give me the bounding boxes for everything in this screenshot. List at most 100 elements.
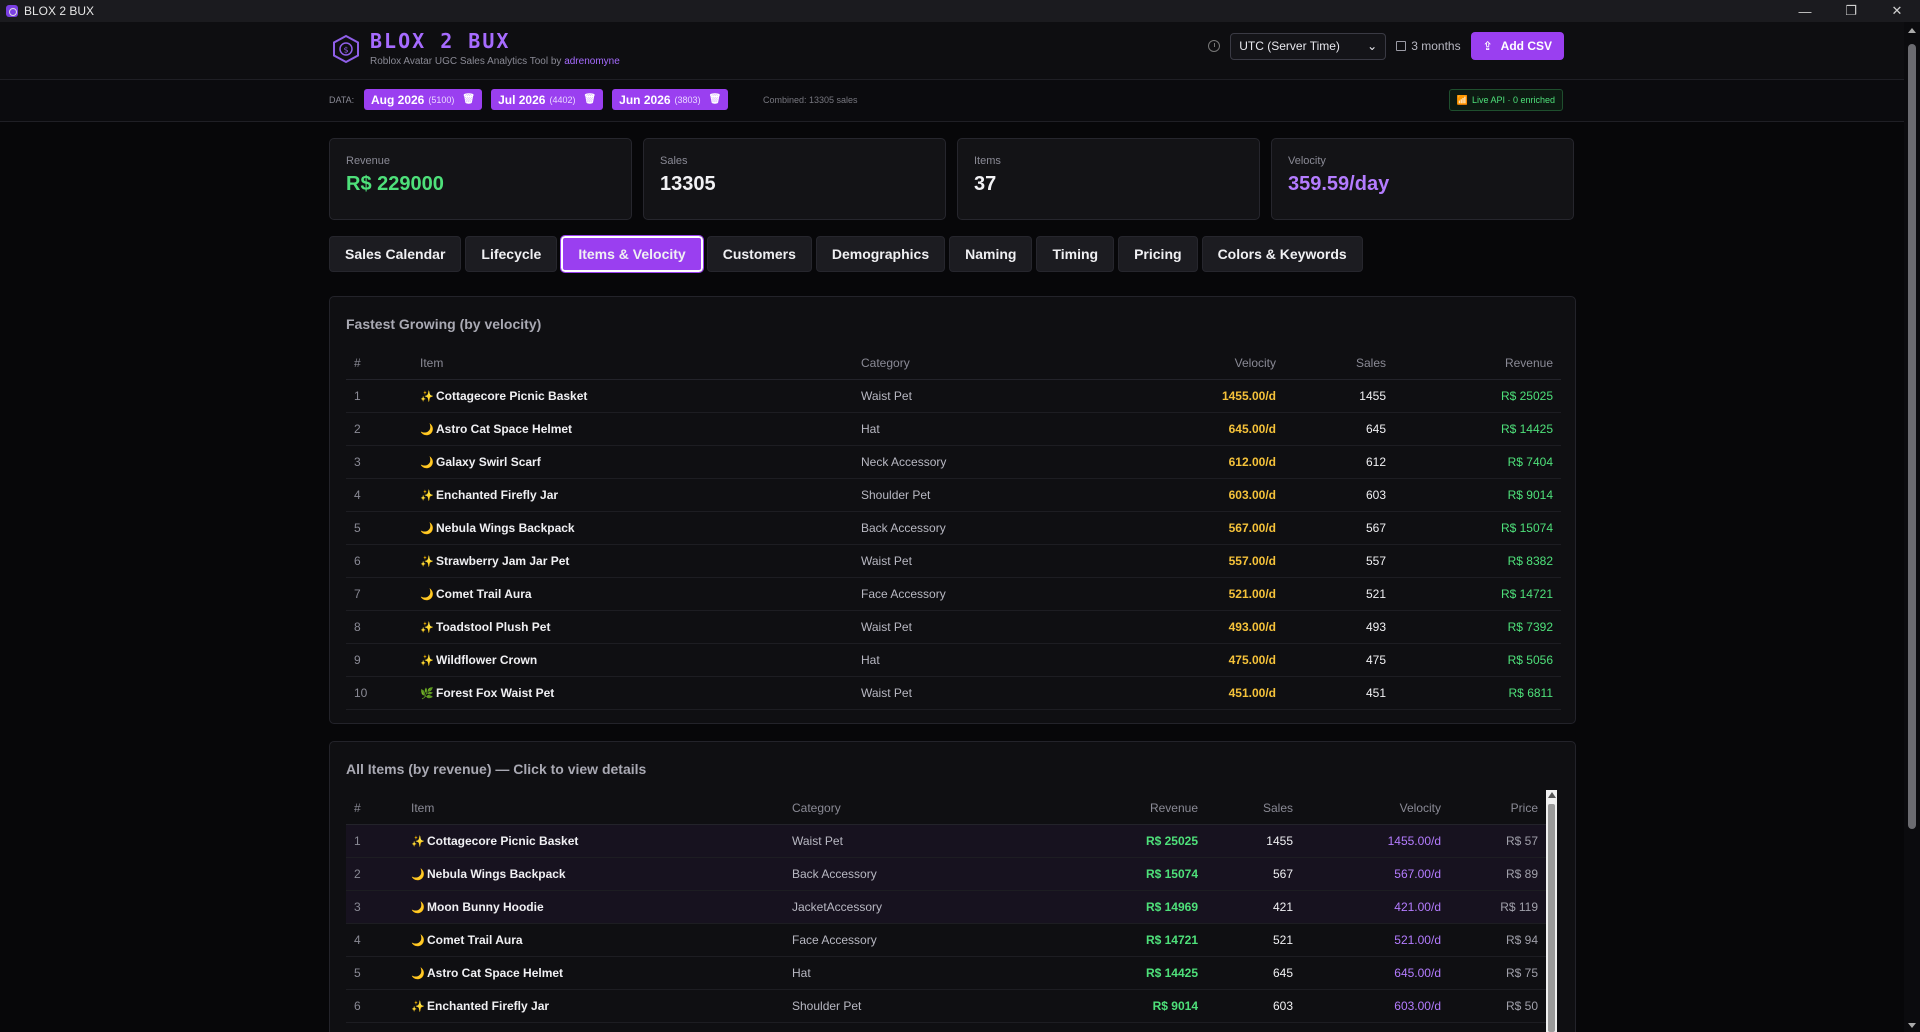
table-row[interactable]: 1 ✨ Cottagecore Picnic Basket Waist Pet R$ 2… <box>346 824 1546 858</box>
trash-icon[interactable]: 🗑 <box>708 94 722 105</box>
item-revenue: R$ 15074 <box>1386 511 1561 545</box>
item-sales: 521 <box>1276 577 1386 611</box>
item-velocity: 645.00/d <box>1091 412 1276 446</box>
tab-naming[interactable]: Naming <box>949 236 1033 272</box>
add-csv-button[interactable]: ⇪ Add CSV <box>1470 32 1564 60</box>
trash-icon[interactable]: 🗑 <box>462 94 476 105</box>
sparkles-icon: ✨ <box>411 1000 425 1013</box>
tab-timing[interactable]: Timing <box>1036 236 1115 272</box>
item-sales: 421 <box>1198 890 1293 924</box>
item-velocity: 557.00/d <box>1091 544 1276 578</box>
tab-customers[interactable]: Customers <box>706 236 812 272</box>
item-sales: 612 <box>1276 445 1386 479</box>
dataset-chips: Aug 2026 (5100) 🗑 Jul 2026 (4402) 🗑 Jun … <box>364 89 729 110</box>
table-scrollbar-thumb[interactable] <box>1548 804 1555 1032</box>
item-velocity: 603.00/d <box>1091 478 1276 512</box>
item-name: Comet Trail Aura <box>436 586 532 601</box>
table-scrollbar[interactable] <box>1546 790 1557 1032</box>
sparkles-icon: ✨ <box>420 390 434 403</box>
crescent-moon-icon: 🌙 <box>411 868 425 881</box>
item-velocity: 451.00/d <box>1091 676 1276 710</box>
sparkles-icon: ✨ <box>411 835 425 848</box>
brand: $ BLOX 2 BUX Roblox Avatar UGC Sales Ana… <box>332 30 620 67</box>
crescent-moon-icon: 🌙 <box>420 522 434 535</box>
data-label: DATA: <box>329 95 355 105</box>
item-sales: 475 <box>1276 643 1386 677</box>
table-row: 5 🌙 Nebula Wings Backpack Back Accessory 567… <box>346 511 1561 545</box>
item-revenue: R$ 9014 <box>1386 478 1561 512</box>
page-scrollbar-thumb[interactable] <box>1908 44 1916 829</box>
chip-label: Aug 2026 <box>371 92 425 107</box>
item-sales: 521 <box>1198 923 1293 957</box>
date-range-label: 3 months <box>1411 39 1461 53</box>
item-name-cell: 🌙 Comet Trail Aura <box>411 923 792 957</box>
table-row[interactable]: 4 🌙 Comet Trail Aura Face Accessory R$ 14721… <box>346 923 1546 957</box>
row-rank: 1 <box>346 379 420 413</box>
crescent-moon-icon: 🌙 <box>420 588 434 601</box>
table-row[interactable]: 5 🌙 Astro Cat Space Helmet Hat R$ 14425 645 64… <box>346 956 1546 990</box>
item-sales: 493 <box>1276 610 1386 644</box>
tab-pricing[interactable]: Pricing <box>1118 236 1198 272</box>
wifi-icon: 📶 <box>1456 94 1468 105</box>
item-sales: 567 <box>1198 857 1293 891</box>
item-price: R$ 119 <box>1441 890 1546 924</box>
crescent-moon-icon: 🌙 <box>420 456 434 469</box>
tab-sales-calendar[interactable]: Sales Calendar <box>329 236 462 272</box>
crescent-moon-icon: 🌙 <box>411 901 425 914</box>
scroll-up-arrow-icon[interactable] <box>1548 792 1556 798</box>
trash-icon[interactable]: 🗑 <box>583 94 597 105</box>
item-category: Shoulder Pet <box>792 989 1052 1023</box>
table-row: 6 ✨ Strawberry Jam Jar Pet Waist Pet 557.00/… <box>346 544 1561 578</box>
table-header-row: # Item Category Revenue Sales Velocity P… <box>346 792 1546 825</box>
item-revenue: R$ 14721 <box>1386 577 1561 611</box>
table-row: 8 ✨ Toadstool Plush Pet Waist Pet 493.00/d 49… <box>346 610 1561 644</box>
row-rank: 6 <box>346 989 411 1023</box>
table-row[interactable]: 3 🌙 Moon Bunny Hoodie JacketAccessory R$ 149… <box>346 890 1546 924</box>
timezone-select[interactable]: UTC (Server Time) ⌄ <box>1230 32 1387 60</box>
combined-sales: Combined: 13305 sales <box>763 95 858 105</box>
item-name: Moon Bunny Hoodie <box>427 899 544 914</box>
app-header: $ BLOX 2 BUX Roblox Avatar UGC Sales Ana… <box>0 22 1904 80</box>
tab-items-velocity[interactable]: Items & Velocity <box>560 235 704 273</box>
row-rank: 10 <box>346 676 420 710</box>
row-rank: 3 <box>346 890 411 924</box>
tab-demographics[interactable]: Demographics <box>815 236 946 272</box>
item-name-cell: ✨ Strawberry Jam Jar Pet <box>420 544 861 578</box>
tab-lifecycle[interactable]: Lifecycle <box>465 236 558 272</box>
page-scrollbar[interactable] <box>1904 22 1920 1032</box>
scroll-up-arrow-icon[interactable] <box>1908 28 1916 33</box>
column-header: Price <box>1441 792 1546 825</box>
crescent-moon-icon: 🌙 <box>420 423 434 436</box>
item-name-cell: 🌙 Astro Cat Space Helmet <box>411 956 792 990</box>
table-row[interactable]: 2 🌙 Nebula Wings Backpack Back Accessory R$ … <box>346 857 1546 891</box>
author-link[interactable]: adrenomyne <box>564 56 620 67</box>
close-button[interactable]: ✕ <box>1891 3 1903 18</box>
table-row[interactable]: 6 ✨ Enchanted Firefly Jar Shoulder Pet R$ 90… <box>346 989 1546 1023</box>
tab-colors-keywords[interactable]: Colors & Keywords <box>1201 236 1363 272</box>
row-rank: 4 <box>346 923 411 957</box>
item-revenue: R$ 5056 <box>1386 643 1561 677</box>
dataset-chip-jun[interactable]: Jun 2026 (3803) 🗑 <box>612 89 729 110</box>
item-name: Strawberry Jam Jar Pet <box>436 553 570 568</box>
table-row: 1 ✨ Cottagecore Picnic Basket Waist Pet 1455… <box>346 379 1561 413</box>
restore-button[interactable]: ❐ <box>1845 3 1857 18</box>
window-controls: — ❐ ✕ <box>1782 0 1920 22</box>
item-category: Waist Pet <box>861 610 1091 644</box>
sparkles-icon: ✨ <box>420 621 434 634</box>
item-velocity: 493.00/d <box>1091 610 1276 644</box>
column-header: Item <box>420 347 861 380</box>
item-velocity: 567.00/d <box>1091 511 1276 545</box>
dataset-chip-jul[interactable]: Jul 2026 (4402) 🗑 <box>491 89 604 110</box>
item-price: R$ 89 <box>1441 857 1546 891</box>
chip-count: (3803) <box>674 94 701 105</box>
minimize-button[interactable]: — <box>1798 3 1812 19</box>
item-sales: 645 <box>1276 412 1386 446</box>
item-velocity: 645.00/d <box>1293 956 1441 990</box>
table-row: 3 🌙 Galaxy Swirl Scarf Neck Accessory 612.00… <box>346 445 1561 479</box>
item-name-cell: 🌙 Galaxy Swirl Scarf <box>420 445 861 479</box>
scroll-down-arrow-icon[interactable] <box>1908 1023 1916 1028</box>
panel-title: All Items (by revenue) — Click to view d… <box>346 761 647 777</box>
row-rank: 7 <box>346 577 420 611</box>
dataset-chip-aug[interactable]: Aug 2026 (5100) 🗑 <box>364 89 483 110</box>
item-velocity: 1455.00/d <box>1293 824 1441 858</box>
